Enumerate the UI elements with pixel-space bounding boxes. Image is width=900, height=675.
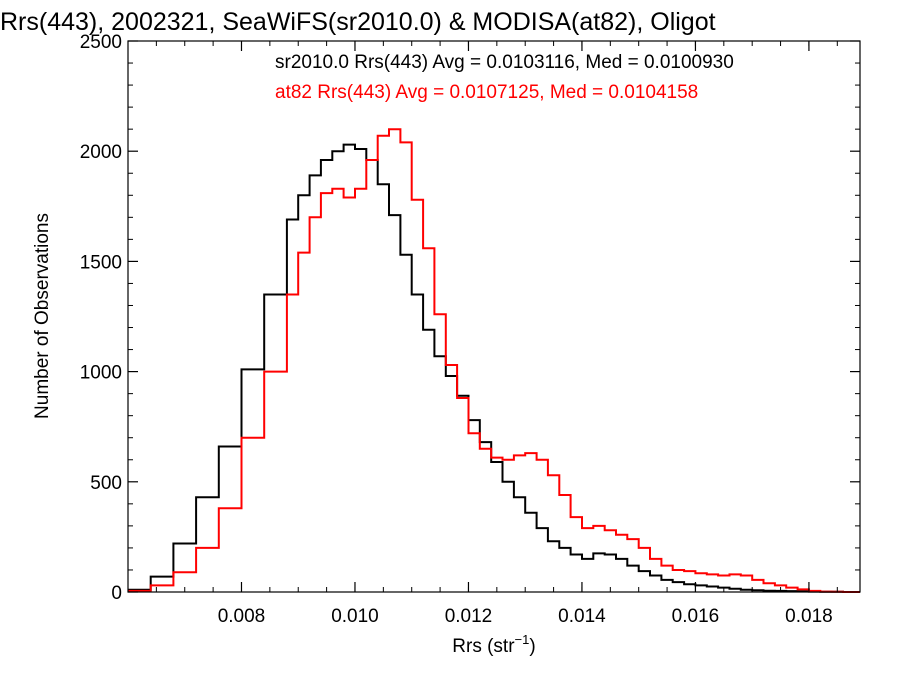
plot-frame <box>127 40 861 593</box>
x-axis-label-end: ) <box>529 636 535 657</box>
x-tick-label: 0.010 <box>331 606 379 627</box>
x-axis-label-superscript: −1 <box>515 632 530 647</box>
legend-annotations: sr2010.0 Rrs(443) Avg = 0.0103116, Med =… <box>275 52 734 103</box>
x-tick-label: 0.012 <box>445 606 493 627</box>
x-tick-label: 0.016 <box>672 606 720 627</box>
series-line-at82 <box>128 128 860 593</box>
x-tick-label: 0.018 <box>785 606 833 627</box>
x-tick-label: 0.008 <box>218 606 266 627</box>
y-axis-label: Number of Observations <box>32 213 53 419</box>
x-tick-label: 0.014 <box>558 606 606 627</box>
y-tick-label: 2000 <box>80 142 122 163</box>
x-axis: 0.008 0.010 0.012 0.014 0.016 0.018 <box>155 41 838 627</box>
y-tick-label: 2500 <box>80 32 122 53</box>
annotation-at82: at82 Rrs(443) Avg = 0.0107125, Med = 0.0… <box>275 82 698 103</box>
y-tick-label: 500 <box>90 473 122 494</box>
chart-title: Rrs(443), 2002321, SeaWiFS(sr2010.0) & M… <box>0 8 716 36</box>
y-tick-label: 0 <box>111 583 122 604</box>
series-layer <box>128 128 860 593</box>
y-tick-label: 1000 <box>80 363 122 384</box>
x-axis-label-text: Rrs (str <box>452 636 515 657</box>
y-tick-label: 1500 <box>80 252 122 273</box>
annotation-sr2010: sr2010.0 Rrs(443) Avg = 0.0103116, Med =… <box>275 52 734 73</box>
x-axis-label: Rrs (str−1) <box>452 632 535 657</box>
y-axis: 0 500 1000 1500 2000 2500 <box>80 32 860 604</box>
series-line-sr2010.0 <box>128 143 860 593</box>
